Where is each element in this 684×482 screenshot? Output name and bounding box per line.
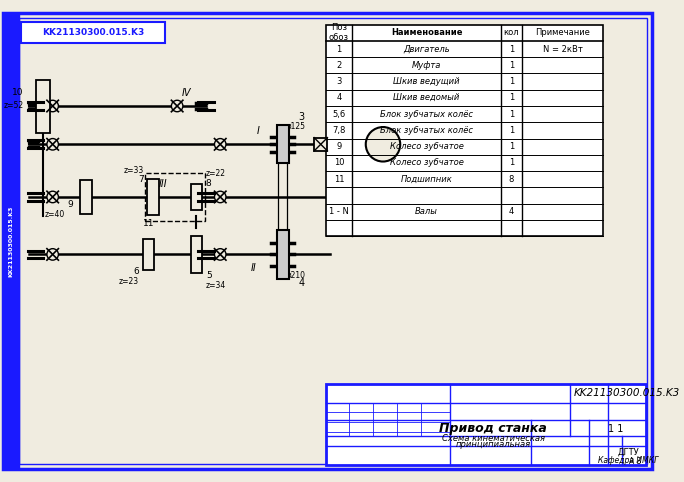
Text: 11: 11 [334, 175, 344, 184]
Text: I: I [257, 126, 260, 136]
Text: 1: 1 [509, 126, 514, 135]
Text: Колесо зубчатое: Колесо зубчатое [390, 159, 464, 167]
Text: 6: 6 [133, 267, 139, 276]
Text: Муфта: Муфта [412, 61, 441, 70]
Text: 10: 10 [334, 159, 344, 167]
Text: Колесо зубчатое: Колесо зубчатое [390, 142, 464, 151]
Text: 9: 9 [67, 200, 73, 209]
Text: Шкив ведомый: Шкив ведомый [393, 94, 460, 102]
Bar [81, 180, 92, 214]
Text: Подшипник: Подшипник [401, 175, 452, 184]
Text: KK21130300.015.K3: KK21130300.015.K3 [42, 28, 144, 37]
Text: А 3: А 3 [629, 457, 641, 466]
Text: 1: 1 [404, 157, 410, 166]
Text: z=33: z=33 [123, 166, 144, 174]
Circle shape [215, 191, 226, 203]
Text: 2: 2 [337, 61, 341, 70]
Text: 1: 1 [337, 44, 341, 54]
Text: Поз
обоз: Поз обоз [329, 23, 349, 42]
Text: III: III [159, 178, 167, 188]
Text: z=22: z=22 [206, 170, 226, 178]
Bar [191, 236, 202, 273]
Text: Блок зубчатых колёс: Блок зубчатых колёс [380, 126, 473, 135]
Bar [21, 22, 165, 43]
Text: 4: 4 [337, 94, 341, 102]
Text: Кафедра ИМКГ: Кафедра ИМКГ [598, 456, 658, 465]
Bar [191, 184, 202, 210]
Text: 1: 1 [509, 94, 514, 102]
Text: 7: 7 [138, 175, 144, 184]
Circle shape [47, 138, 58, 150]
Text: M: M [379, 136, 387, 145]
Text: 5,6: 5,6 [332, 109, 345, 119]
Bar [277, 125, 289, 163]
Circle shape [47, 100, 58, 112]
Text: 4: 4 [298, 278, 304, 288]
Bar [148, 179, 159, 215]
Text: KK21130300.015.K3: KK21130300.015.K3 [574, 388, 681, 398]
Text: кол: кол [503, 28, 519, 37]
Text: 5: 5 [206, 271, 211, 280]
Text: 1: 1 [509, 44, 514, 54]
Text: Двигатель: Двигатель [404, 44, 450, 54]
Text: Валы: Валы [415, 207, 438, 216]
Text: z=23: z=23 [119, 277, 139, 286]
Circle shape [47, 249, 58, 260]
Text: Наименование: Наименование [391, 28, 462, 37]
Bar [314, 137, 328, 151]
Text: Y: Y [381, 144, 385, 153]
Bar [326, 384, 646, 465]
Text: Блок зубчатых колёс: Блок зубчатых колёс [380, 109, 473, 119]
Text: 10: 10 [12, 88, 24, 97]
Text: 4: 4 [509, 207, 514, 216]
Text: 1: 1 [509, 142, 514, 151]
Circle shape [366, 127, 400, 161]
Circle shape [215, 249, 226, 260]
Text: Привод станка: Привод станка [439, 422, 547, 435]
Text: 1: 1 [509, 109, 514, 119]
Text: 1: 1 [509, 61, 514, 70]
Text: 1: 1 [509, 159, 514, 167]
Text: ДГТУ: ДГТУ [617, 448, 639, 457]
Bar [144, 173, 205, 221]
Text: n=1420 об/мин: n=1420 об/мин [388, 174, 449, 182]
Text: z=52: z=52 [4, 102, 24, 110]
Bar [3, 13, 19, 469]
Circle shape [47, 191, 58, 203]
Text: 1: 1 [509, 77, 514, 86]
Text: 2: 2 [334, 126, 341, 136]
Circle shape [215, 138, 226, 150]
Text: Схема кинематическая: Схема кинематическая [442, 434, 544, 443]
Text: 3: 3 [298, 112, 304, 122]
Text: 11: 11 [143, 219, 154, 228]
Bar [36, 80, 50, 133]
Text: KK21130300.015.K3: KK21130300.015.K3 [8, 205, 13, 277]
Bar [326, 25, 603, 236]
Text: принципиальная: принципиальная [456, 441, 531, 449]
Text: 8: 8 [206, 179, 211, 188]
Text: ø210: ø210 [287, 271, 305, 280]
Text: z=40: z=40 [45, 210, 65, 219]
Text: ø125: ø125 [287, 121, 305, 131]
Bar [277, 229, 289, 279]
Text: N = 2кВт: N = 2кВт [542, 44, 583, 54]
Text: 7,8: 7,8 [332, 126, 345, 135]
Text: IV: IV [182, 88, 192, 97]
Bar [143, 239, 154, 270]
Text: II: II [251, 263, 256, 273]
Text: 1 1: 1 1 [608, 424, 623, 434]
Text: Примечание: Примечание [535, 28, 590, 37]
Text: z=34: z=34 [206, 281, 226, 290]
Text: Шкив ведущий: Шкив ведущий [393, 77, 460, 86]
Text: 3: 3 [337, 77, 341, 86]
Circle shape [172, 100, 183, 112]
Text: 1 - N: 1 - N [329, 207, 349, 216]
Text: 8: 8 [509, 175, 514, 184]
Text: 9: 9 [337, 142, 341, 151]
